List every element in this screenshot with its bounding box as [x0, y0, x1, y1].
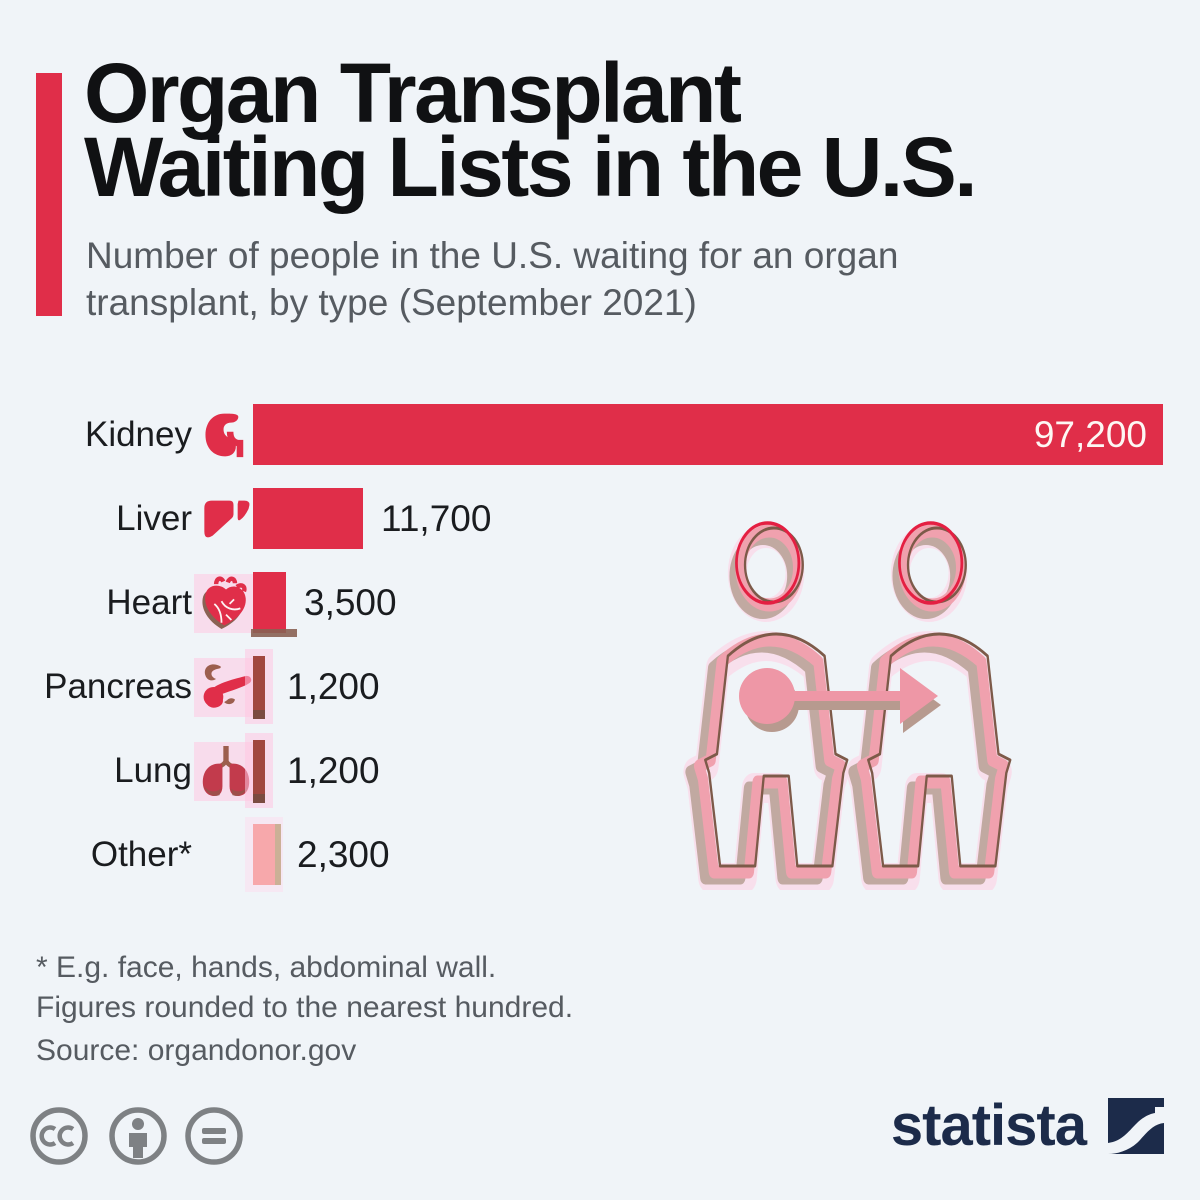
subtitle-line-2: transplant, by type (September 2021)	[86, 282, 697, 323]
footnotes: * E.g. face, hands, abdominal wall. Figu…	[36, 948, 573, 1071]
bar	[253, 656, 265, 719]
title-line-2: Waiting Lists in the U.S.	[84, 120, 978, 214]
cc-icon	[30, 1107, 88, 1165]
organ-donation-illustration	[672, 521, 1072, 890]
chart-row-kidney: Kidney 97,200	[0, 404, 1200, 465]
category-label: Pancreas	[44, 667, 192, 706]
value-label: 1,200	[287, 750, 380, 791]
page-title: Organ Transplant Waiting Lists in the U.…	[84, 46, 978, 214]
kidney-icon	[198, 406, 254, 463]
source-note: Source: organdonor.gov	[36, 1034, 357, 1067]
liver-icon	[198, 490, 254, 547]
lung-icon	[194, 742, 258, 801]
category-label: Kidney	[84, 415, 192, 454]
bar-chart: Kidney 97,200 Liver 11,700	[0, 404, 1200, 908]
statista-wordmark: statista	[890, 1093, 1087, 1158]
cc-nd-equals-icon	[185, 1107, 243, 1165]
heart-icon	[194, 574, 258, 633]
value-label: 11,700	[381, 498, 492, 539]
value-label: 97,200	[1033, 414, 1147, 455]
chart-row-liver: Liver 11,700	[0, 488, 1200, 549]
bar	[253, 740, 265, 803]
category-label: Lung	[114, 751, 192, 790]
title-line-1: Organ Transplant	[84, 46, 742, 140]
footnote-asterisk: * E.g. face, hands, abdominal wall.	[36, 951, 497, 984]
title-accent-bar	[36, 73, 62, 316]
chart-row-pancreas: Pancreas 1,200	[0, 649, 1200, 724]
chart-row-lung: Lung 1,200	[0, 733, 1200, 808]
value-label: 3,500	[304, 582, 397, 623]
license-badges	[30, 1107, 243, 1165]
category-label: Heart	[106, 583, 192, 622]
transplant-arrow	[739, 668, 941, 733]
category-label: Other*	[90, 835, 192, 874]
footnote-rounding: Figures rounded to the nearest hundred.	[36, 991, 574, 1024]
chart-row-heart: Heart 3,500	[0, 572, 1200, 637]
category-label: Liver	[116, 499, 192, 538]
statista-mark-icon	[1108, 1097, 1164, 1154]
statista-logo: statista	[891, 1092, 1164, 1159]
bar	[253, 824, 281, 885]
chart-row-other: Other* 2,300	[0, 817, 1200, 892]
value-label: 1,200	[287, 666, 380, 707]
bar	[251, 572, 297, 637]
cc-by-person-icon	[109, 1107, 167, 1165]
bar	[253, 488, 363, 549]
subtitle-line-1: Number of people in the U.S. waiting for…	[86, 235, 899, 276]
value-label: 2,300	[297, 834, 390, 875]
chart-subtitle: Number of people in the U.S. waiting for…	[86, 232, 898, 326]
bar: 97,200	[253, 404, 1163, 465]
